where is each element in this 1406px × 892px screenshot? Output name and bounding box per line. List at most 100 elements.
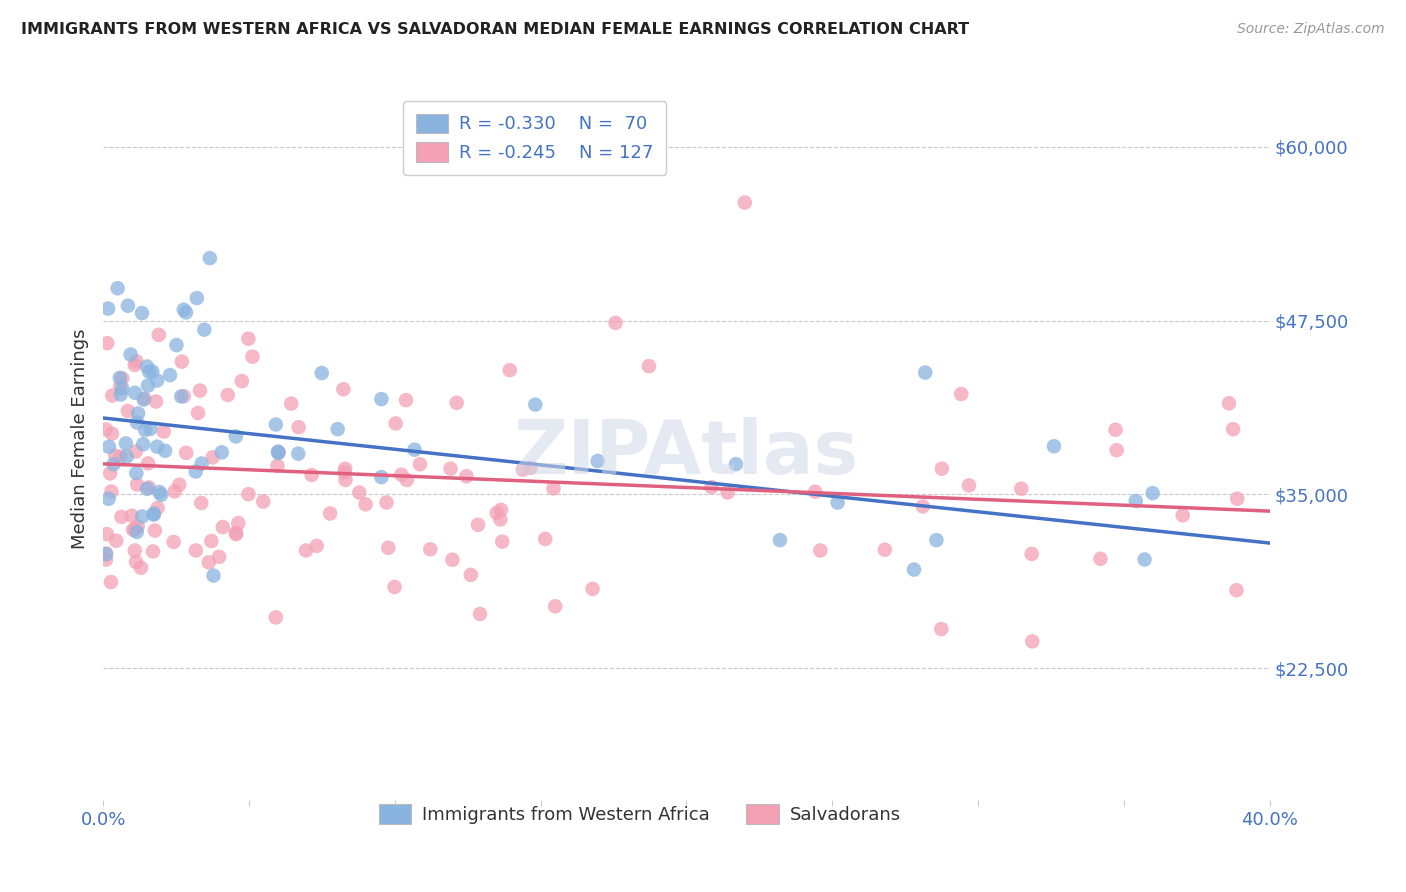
Point	[1133, 552, 1156, 566]
Point	[193, 323, 215, 337]
Point	[238, 332, 260, 346]
Point	[187, 406, 209, 420]
Point	[125, 555, 148, 569]
Point	[138, 480, 160, 494]
Point	[287, 447, 309, 461]
Point	[605, 316, 627, 330]
Point	[111, 371, 134, 385]
Point	[146, 374, 169, 388]
Point	[96, 527, 118, 541]
Point	[543, 481, 565, 495]
Point	[139, 422, 162, 436]
Point	[354, 497, 377, 511]
Point	[1125, 494, 1147, 508]
Point	[169, 477, 191, 491]
Point	[1021, 547, 1043, 561]
Point	[409, 457, 432, 471]
Point	[163, 484, 186, 499]
Point	[873, 542, 896, 557]
Point	[808, 543, 831, 558]
Point	[110, 379, 132, 393]
Point	[101, 426, 124, 441]
Point	[769, 533, 792, 547]
Point	[389, 467, 412, 482]
Point	[724, 457, 747, 471]
Point	[122, 523, 145, 537]
Text: ZIPAtlas: ZIPAtlas	[513, 417, 859, 490]
Point	[468, 607, 491, 621]
Point	[94, 546, 117, 560]
Point	[153, 443, 176, 458]
Point	[295, 543, 318, 558]
Point	[287, 420, 309, 434]
Point	[524, 398, 547, 412]
Point	[384, 417, 406, 431]
Point	[485, 506, 508, 520]
Point	[105, 533, 128, 548]
Point	[267, 444, 290, 458]
Point	[124, 358, 146, 372]
Point	[131, 509, 153, 524]
Point	[267, 445, 290, 459]
Point	[1142, 486, 1164, 500]
Point	[134, 423, 156, 437]
Point	[544, 599, 567, 614]
Point	[132, 437, 155, 451]
Point	[489, 503, 512, 517]
Point	[1043, 439, 1066, 453]
Point	[174, 305, 197, 319]
Point	[134, 392, 156, 406]
Point	[925, 533, 948, 548]
Point	[108, 371, 131, 385]
Point	[375, 495, 398, 509]
Point	[1010, 482, 1032, 496]
Point	[125, 524, 148, 539]
Point	[110, 387, 132, 401]
Point	[419, 542, 441, 557]
Point	[148, 327, 170, 342]
Point	[146, 440, 169, 454]
Point	[439, 461, 461, 475]
Point	[111, 381, 134, 395]
Point	[333, 461, 356, 475]
Point	[136, 359, 159, 374]
Point	[225, 527, 247, 541]
Point	[252, 494, 274, 508]
Point	[121, 508, 143, 523]
Point	[231, 374, 253, 388]
Point	[120, 347, 142, 361]
Point	[581, 582, 603, 596]
Point	[700, 480, 723, 494]
Point	[441, 552, 464, 566]
Point	[903, 563, 925, 577]
Point	[129, 561, 152, 575]
Point	[534, 532, 557, 546]
Point	[638, 359, 661, 373]
Point	[162, 535, 184, 549]
Point	[170, 389, 193, 403]
Point	[950, 387, 973, 401]
Point	[132, 392, 155, 407]
Point	[489, 512, 512, 526]
Point	[734, 195, 756, 210]
Legend: Immigrants from Western Africa, Salvadorans: Immigrants from Western Africa, Salvador…	[368, 793, 911, 835]
Point	[1090, 551, 1112, 566]
Point	[136, 456, 159, 470]
Point	[115, 436, 138, 450]
Point	[166, 338, 188, 352]
Point	[242, 350, 264, 364]
Text: IMMIGRANTS FROM WESTERN AFRICA VS SALVADORAN MEDIAN FEMALE EARNINGS CORRELATION : IMMIGRANTS FROM WESTERN AFRICA VS SALVAD…	[21, 22, 969, 37]
Point	[1222, 422, 1244, 436]
Point	[110, 450, 132, 464]
Point	[94, 422, 117, 436]
Point	[131, 306, 153, 320]
Point	[456, 469, 478, 483]
Point	[127, 477, 149, 491]
Point	[957, 478, 980, 492]
Point	[512, 462, 534, 476]
Point	[174, 446, 197, 460]
Point	[1225, 583, 1247, 598]
Point	[238, 487, 260, 501]
Point	[370, 392, 392, 406]
Point	[404, 442, 426, 457]
